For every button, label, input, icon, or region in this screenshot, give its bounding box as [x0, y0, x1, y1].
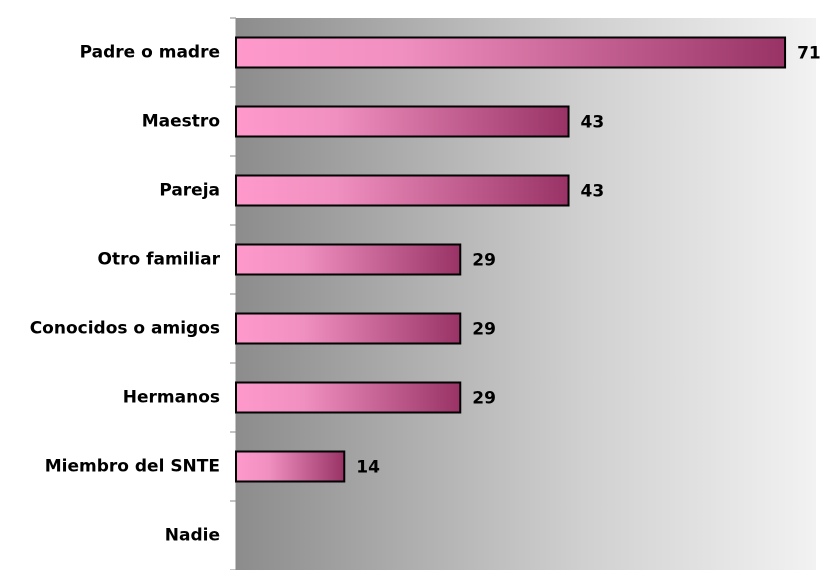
plot-background: [236, 18, 816, 570]
data-label: 29: [472, 320, 496, 340]
bar: [235, 312, 462, 345]
y-tick-label: Nadie: [165, 526, 220, 546]
data-label: 43: [581, 182, 605, 202]
bar: [235, 105, 570, 138]
y-tick-label: Pareja: [159, 181, 220, 201]
data-label: 71: [797, 44, 821, 64]
bar: [235, 450, 346, 483]
data-label: 29: [472, 389, 496, 409]
bar: [235, 243, 462, 276]
y-tick-label: Conocidos o amigos: [30, 319, 220, 339]
bar: [235, 36, 787, 69]
bar: [235, 381, 462, 414]
bar: [235, 174, 570, 207]
data-label: 43: [581, 113, 605, 133]
y-tick-label: Hermanos: [123, 388, 220, 408]
y-tick-label: Otro familiar: [98, 250, 221, 270]
data-label: 14: [356, 458, 380, 478]
y-tick-label: Padre o madre: [80, 43, 220, 63]
y-tick-label: Maestro: [142, 112, 220, 132]
data-label: 29: [472, 251, 496, 271]
y-tick-label: Miembro del SNTE: [45, 457, 220, 477]
